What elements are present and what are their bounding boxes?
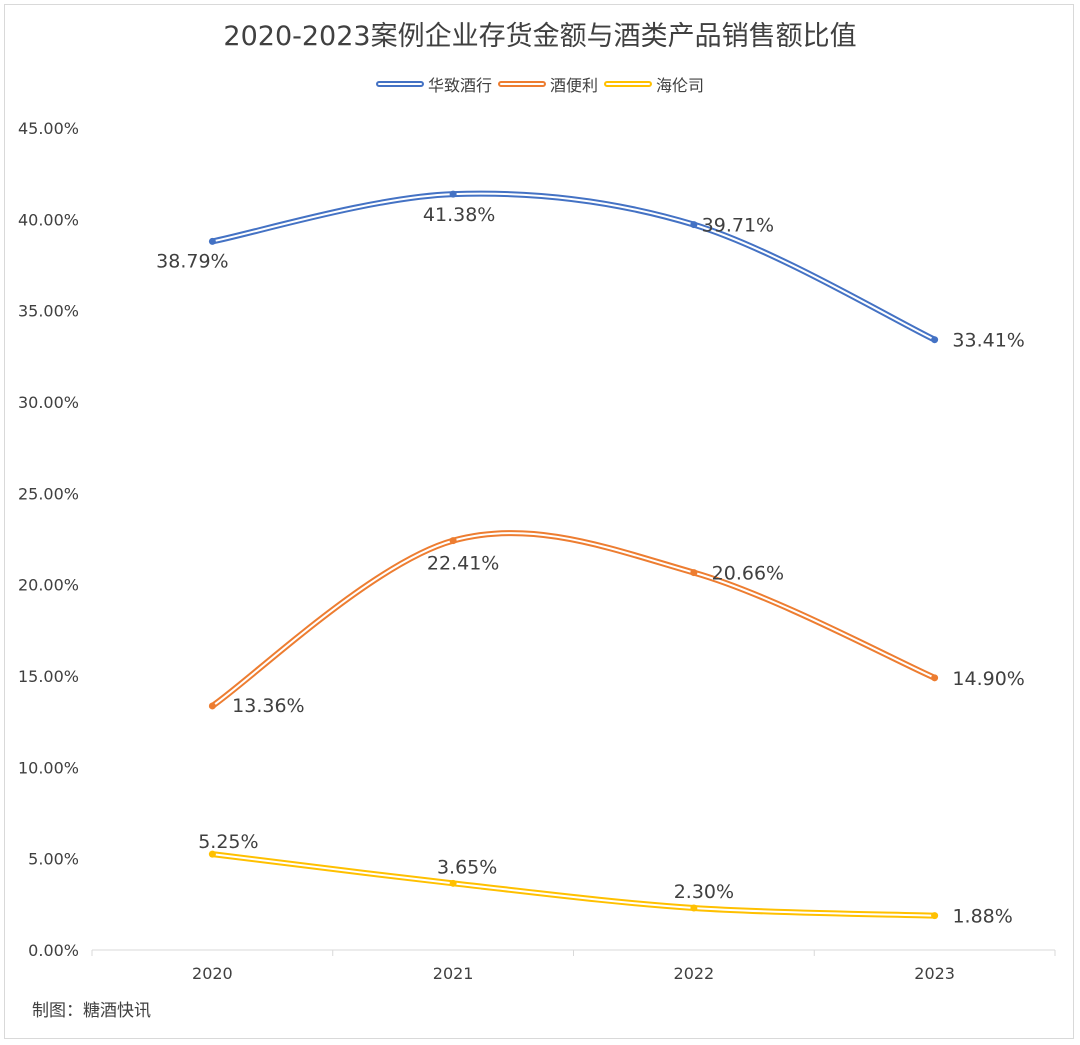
y-tick-label: 0.00%	[28, 941, 79, 960]
data-label: 13.36%	[232, 695, 304, 717]
y-tick-label: 5.00%	[28, 850, 79, 869]
data-point	[208, 702, 216, 710]
series-line-inner-2	[211, 532, 936, 707]
legend-swatch-series-3	[604, 81, 652, 87]
legend-item-series-2: 酒便利	[497, 72, 598, 96]
data-point	[690, 904, 698, 912]
legend-label-series-3: 海伦司	[656, 76, 705, 95]
y-tick-label: 35.00%	[18, 302, 79, 321]
x-tick-label: 2023	[914, 964, 955, 983]
x-tick-label: 2022	[674, 964, 715, 983]
y-tick-label: 20.00%	[18, 576, 79, 595]
data-label: 20.66%	[712, 563, 784, 585]
data-label: 5.25%	[198, 831, 258, 853]
data-label: 39.71%	[702, 215, 774, 237]
series-line-3	[209, 851, 938, 919]
chart-frame	[4, 4, 1074, 1039]
data-point	[931, 674, 939, 682]
data-label: 33.41%	[952, 330, 1024, 352]
y-tick-label: 40.00%	[18, 210, 79, 229]
x-tick-label: 2020	[192, 964, 233, 983]
legend-swatch-series-1	[375, 81, 424, 87]
data-label: 41.38%	[423, 204, 495, 226]
data-point	[931, 336, 939, 344]
y-tick-label: 25.00%	[18, 484, 79, 503]
data-point	[449, 537, 457, 545]
y-tick-label: 10.00%	[18, 758, 79, 777]
y-tick-label: 45.00%	[18, 119, 79, 138]
data-point	[690, 569, 698, 577]
data-label: 2.30%	[674, 881, 734, 903]
data-label: 22.41%	[427, 553, 499, 575]
legend: 华致酒行 酒便利 海伦司	[0, 72, 1080, 96]
y-tick-label: 15.00%	[18, 667, 79, 686]
series-line-inner-1	[211, 192, 936, 341]
legend-label-series-2: 酒便利	[549, 76, 598, 95]
legend-item-series-1: 华致酒行	[375, 72, 492, 96]
chart-title: 2020-2023案例企业存货金额与酒类产品销售额比值	[223, 21, 857, 52]
data-point	[449, 879, 457, 887]
x-tick-label: 2021	[433, 964, 474, 983]
data-label: 14.90%	[952, 668, 1024, 690]
data-point	[931, 912, 939, 920]
data-point	[208, 850, 216, 858]
data-point	[449, 190, 457, 198]
data-label: 1.88%	[952, 906, 1012, 928]
source-credit: 制图：糖酒快讯	[32, 1001, 151, 1021]
series-line-inner-3	[211, 853, 936, 917]
y-tick-label: 30.00%	[18, 393, 79, 412]
legend-label-series-1: 华致酒行	[427, 76, 492, 95]
data-point	[208, 237, 216, 245]
data-label: 3.65%	[437, 856, 497, 878]
legend-swatch-series-2	[497, 81, 546, 87]
legend-item-series-3: 海伦司	[604, 72, 704, 96]
data-label: 38.79%	[156, 250, 228, 272]
data-point	[690, 221, 698, 229]
